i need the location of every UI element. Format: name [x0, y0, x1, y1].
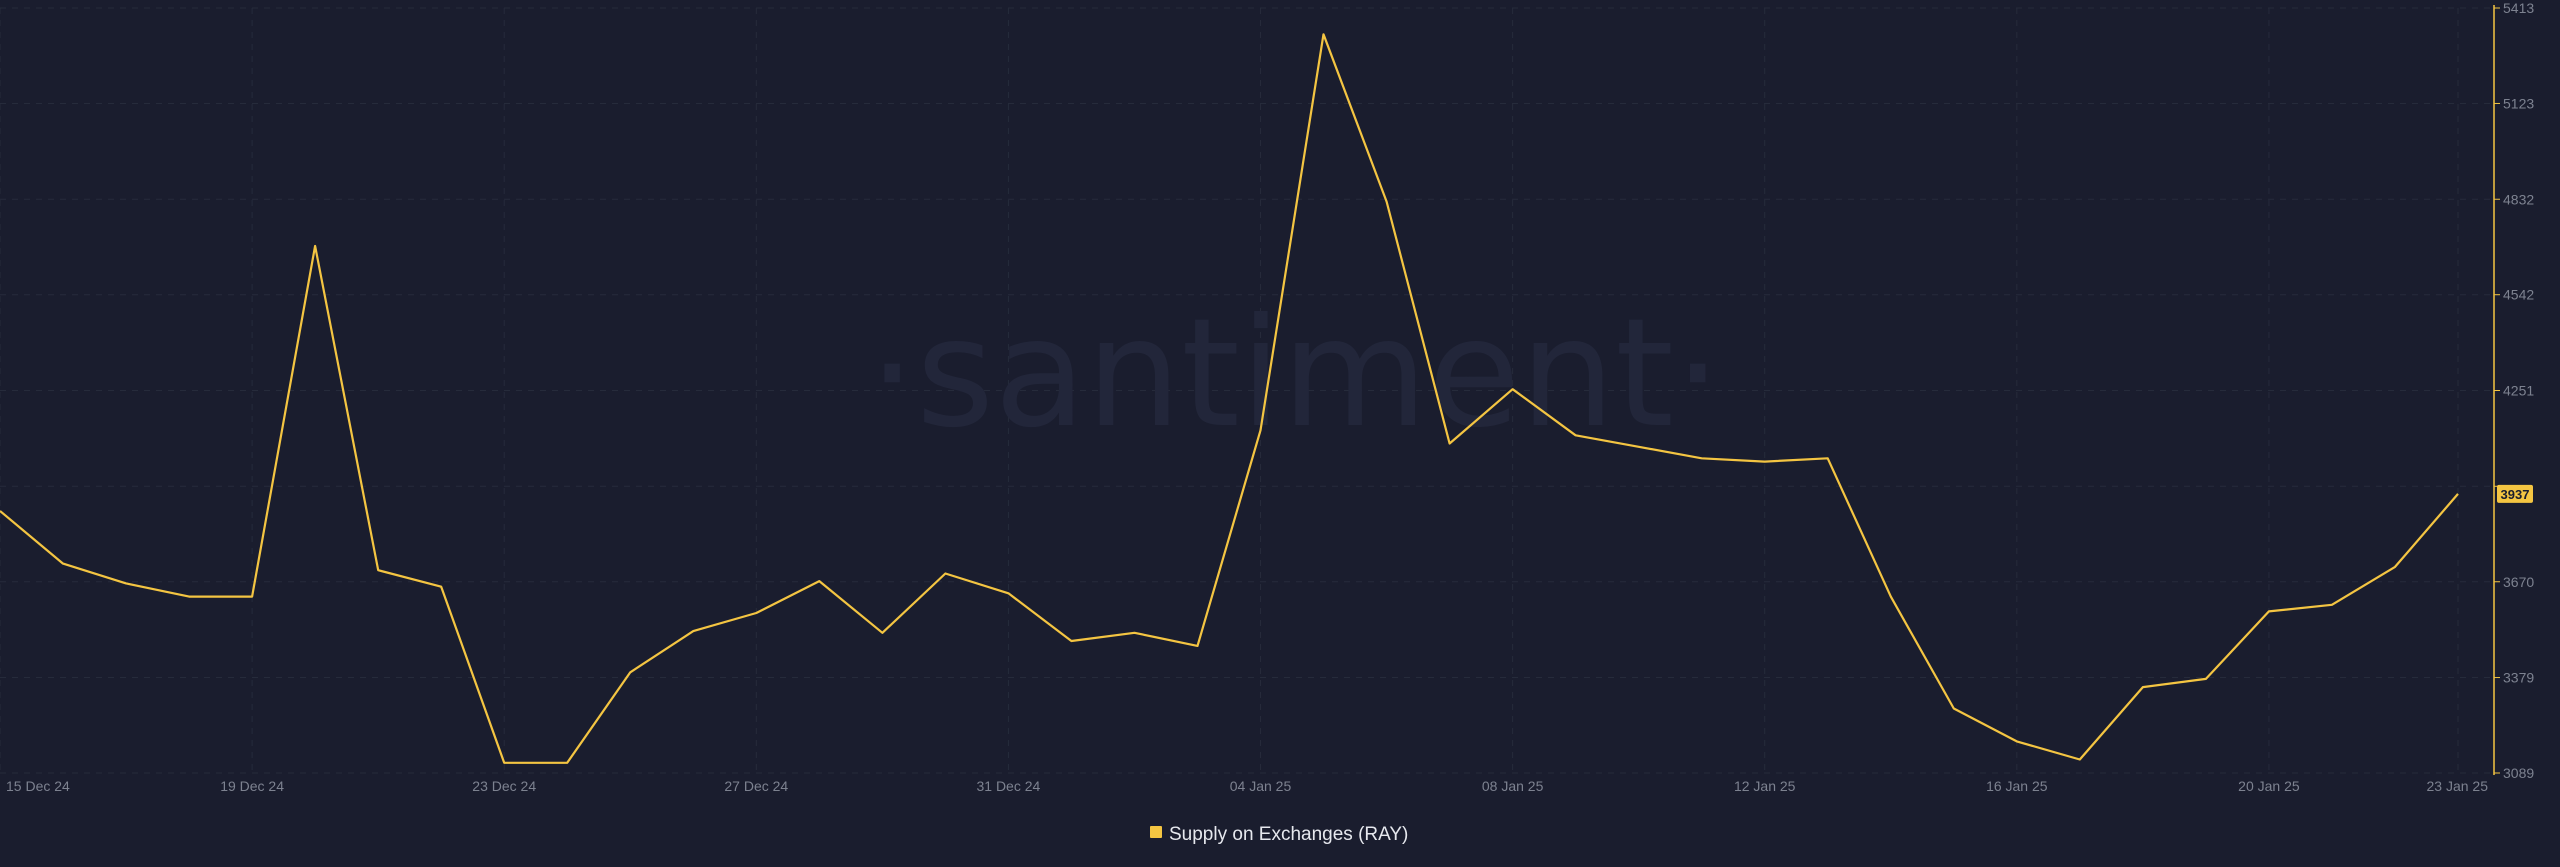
- x-tick-label: 23 Jan 25: [2427, 778, 2489, 794]
- y-tick-label: 5123: [2503, 95, 2534, 111]
- x-tick-label: 04 Jan 25: [1230, 778, 1292, 794]
- x-tick-label: 23 Dec 24: [472, 778, 536, 794]
- legend-swatch: [1150, 826, 1162, 838]
- last-value-badge-bg: [2497, 484, 2533, 503]
- y-axis-ticks: 3089 3379 3670 4251 4542 4832 5123 5413: [2494, 0, 2534, 781]
- y-tick-label: 4251: [2503, 383, 2534, 399]
- last-value-badge: 3937: [2497, 484, 2533, 503]
- x-tick-label: 16 Jan 25: [1986, 778, 2048, 794]
- x-tick-label: 20 Jan 25: [2238, 778, 2300, 794]
- last-value-label: 3937: [2501, 487, 2530, 502]
- x-axis-ticks: 15 Dec 24 19 Dec 24 23 Dec 24 27 Dec 24 31 D…: [6, 778, 2488, 794]
- legend-label: Supply on Exchanges (RAY): [1169, 824, 1408, 845]
- grid-layer: [0, 7, 2494, 774]
- legend[interactable]: Supply on Exchanges (RAY): [1150, 824, 1408, 845]
- y-tick-label: 4832: [2503, 191, 2534, 207]
- x-tick-label: 12 Jan 25: [1734, 778, 1796, 794]
- x-tick-label: 08 Jan 25: [1482, 778, 1544, 794]
- watermark-logo: ·santiment·: [868, 287, 1721, 461]
- y-tick-label: 3670: [2503, 574, 2534, 590]
- y-tick-label: 3089: [2503, 765, 2534, 781]
- x-tick-label: 27 Dec 24: [724, 778, 788, 794]
- y-tick-label: 5413: [2503, 0, 2534, 16]
- x-tick-label: 19 Dec 24: [220, 778, 284, 794]
- y-tick-label: 3379: [2503, 670, 2534, 686]
- y-tick-label: 4542: [2503, 287, 2534, 303]
- x-tick-label: 31 Dec 24: [976, 778, 1040, 794]
- series-line-supply-on-exchanges: [0, 33, 2459, 764]
- x-tick-label: 15 Dec 24: [6, 778, 70, 794]
